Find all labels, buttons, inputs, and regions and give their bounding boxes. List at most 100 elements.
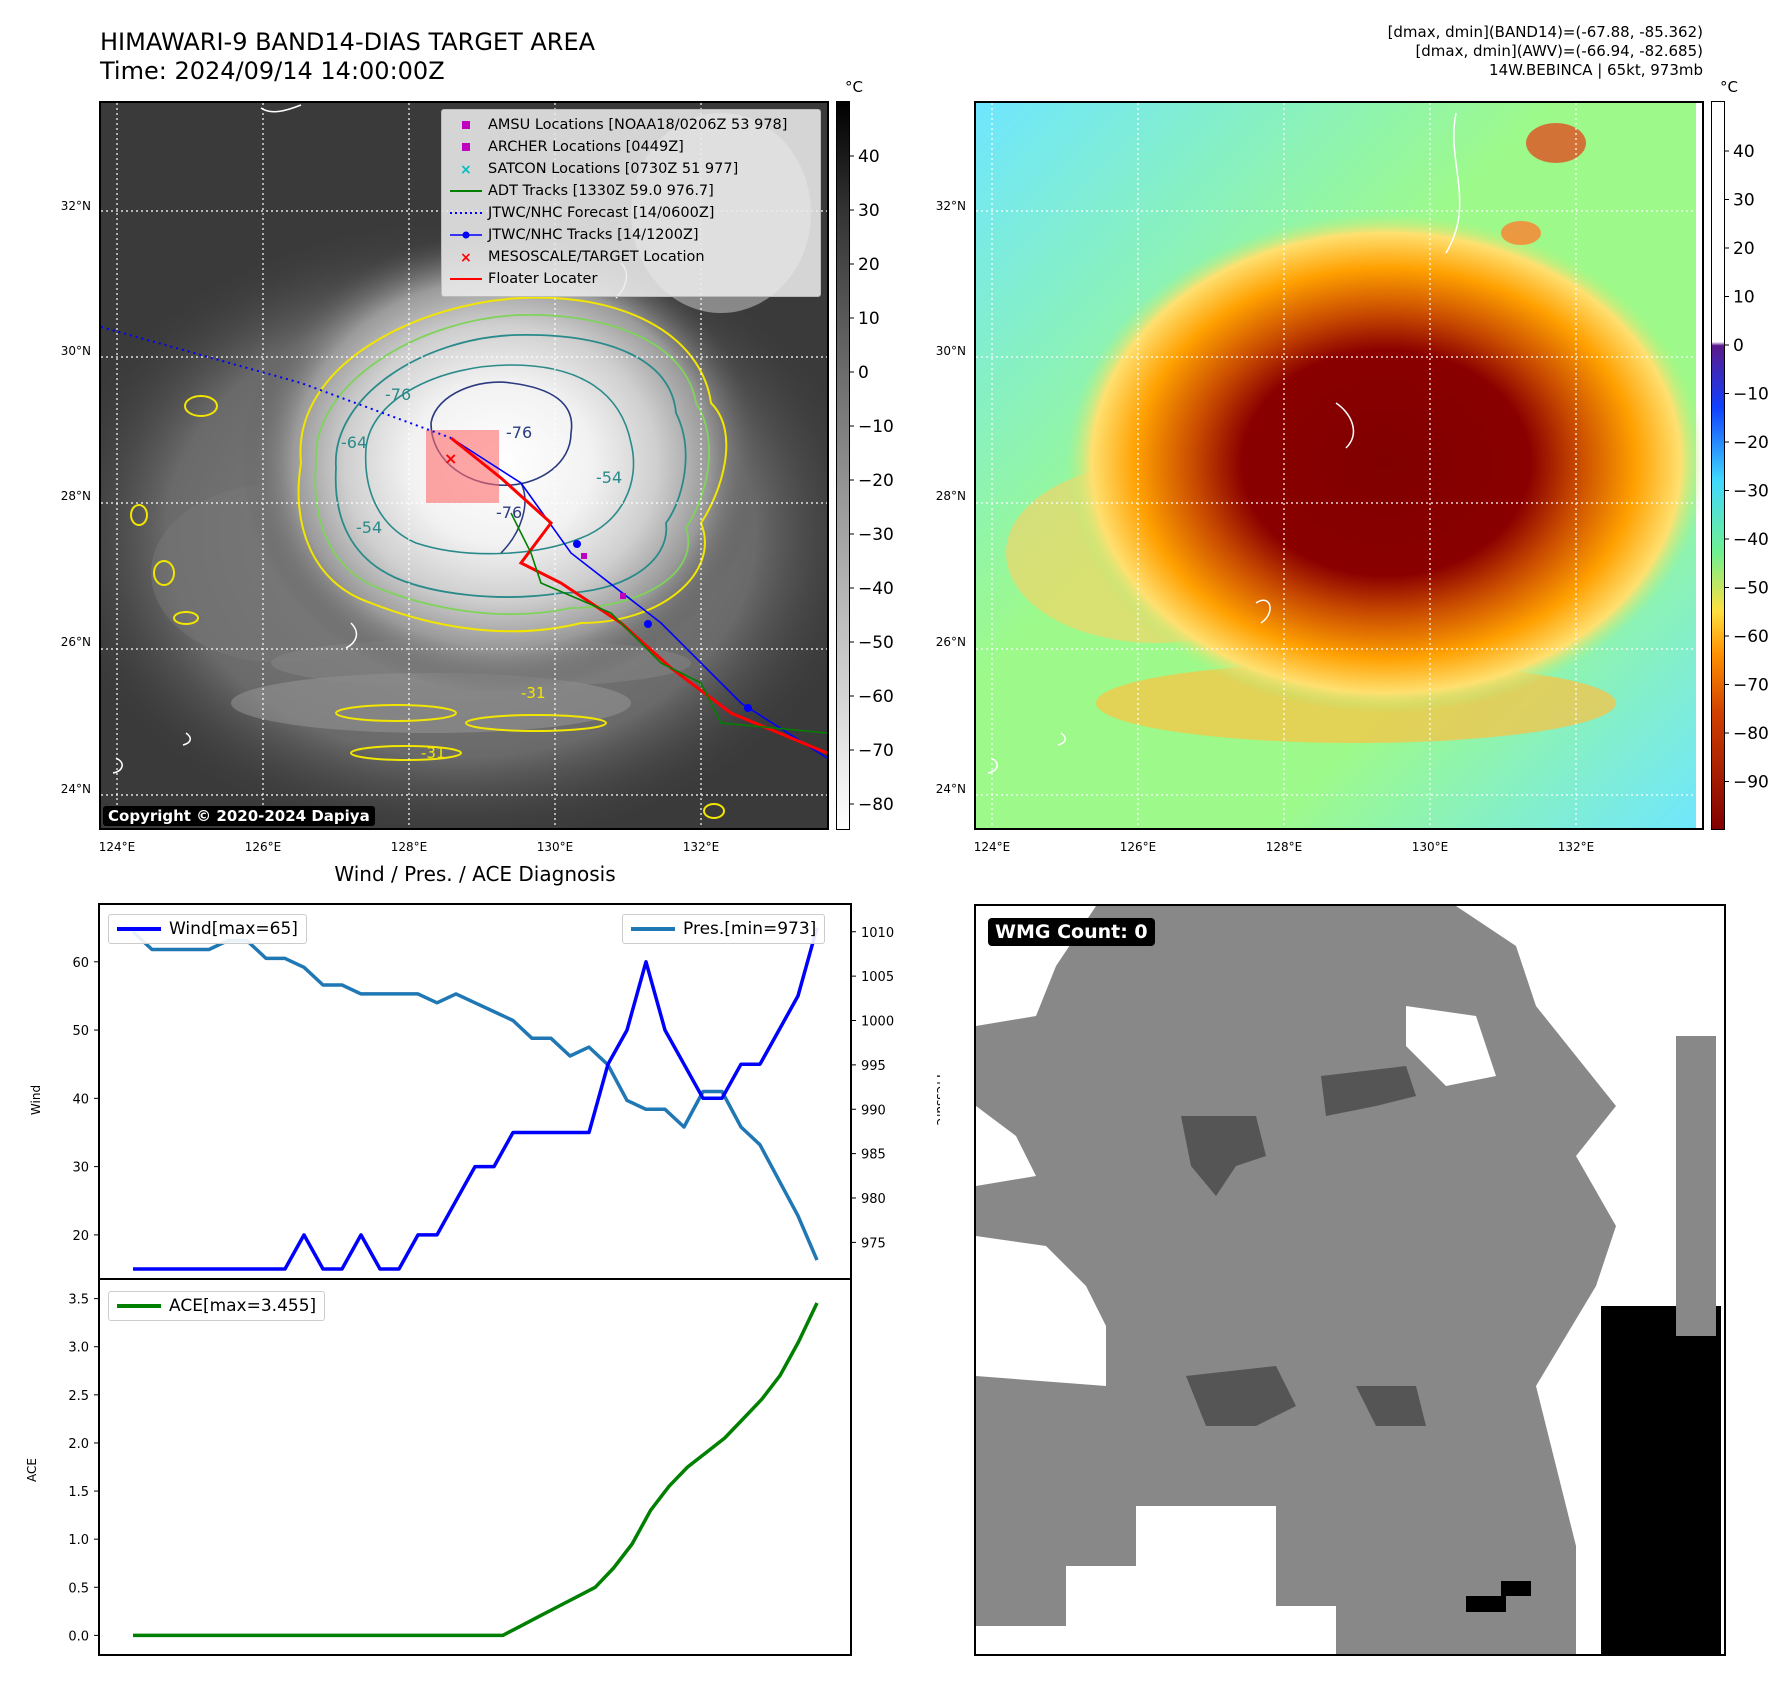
legend-swatch — [462, 121, 470, 129]
awv-colorbar — [1711, 101, 1725, 830]
coastline — [182, 732, 191, 746]
wind-tick-label: 60 — [72, 956, 89, 971]
ace-tick-label: 1.0 — [68, 1533, 89, 1548]
contour-label: -31 — [521, 684, 546, 702]
contour-label: -64 — [341, 433, 367, 452]
colorbar-tick-label: −80 — [1733, 724, 1769, 744]
awv-storm — [1066, 213, 1702, 713]
contour-blob — [184, 395, 218, 417]
contour-teal — [334, 334, 687, 598]
colorbar-tick-label: −90 — [1733, 773, 1769, 793]
wmg-hole — [1406, 1006, 1496, 1086]
contour-label: -31 — [421, 744, 446, 762]
wmg-region-black — [1501, 1581, 1531, 1596]
awv-cell — [1501, 221, 1541, 245]
ace-axis-label: ACE — [25, 1458, 39, 1482]
ir-colorbar-ticks: 40 30 20 10 0 −10 −20 −30 −40 −50 −60 −70 −80 — [850, 147, 894, 815]
lat-label: 26°N — [61, 635, 91, 649]
wmg-region-dark — [1356, 1386, 1426, 1426]
coastline — [1335, 402, 1355, 449]
colorbar-tick-label: 20 — [1733, 239, 1755, 259]
colorbar-tick-label: −70 — [1733, 676, 1769, 696]
colorbar-tick-label: −80 — [858, 795, 894, 815]
awv-map-svg — [976, 103, 1702, 828]
lat-label: 32°N — [61, 199, 91, 213]
legend-entry: JTWC/NHC Forecast [14/0600Z] — [442, 202, 820, 224]
colorbar-tick-label: −50 — [858, 633, 894, 653]
pressure-tick-label: 1010 — [861, 926, 894, 941]
jtwc-point — [573, 540, 581, 548]
pressure-axis-label: Pressure — [934, 1074, 940, 1125]
ir-map-panel: × -76 -76 -76 -64 -54 -54 -31 -31 AMSU L… — [99, 101, 829, 830]
awv-colorbar-unit: °C — [1720, 78, 1738, 96]
legend-label: MESOSCALE/TARGET Location — [488, 249, 705, 265]
contour-label: -76 — [496, 503, 522, 522]
target-x: × — [444, 449, 457, 468]
contour-band — [465, 714, 607, 732]
jtwc-track — [450, 437, 827, 759]
ace-legend: ACE[max=3.455] — [108, 1291, 326, 1321]
lon-label: 132°E — [1558, 840, 1595, 854]
wmg-count-badge: WMG Count: 0 — [988, 918, 1155, 946]
colorbar-tick-label: −40 — [1733, 530, 1769, 550]
lat-label: 30°N — [936, 344, 966, 358]
wmg-region-dark — [1186, 1366, 1296, 1426]
colorbar-tick-label: −70 — [858, 741, 894, 761]
contour-label: -54 — [356, 518, 382, 537]
coastline — [987, 757, 998, 774]
archer-marker — [620, 593, 626, 599]
ace-series-line — [133, 1302, 819, 1638]
ir-colorbar-unit: °C — [845, 78, 863, 96]
colorbar-tick-label: −60 — [858, 687, 894, 707]
ace-tick-label: 3.5 — [68, 1293, 89, 1308]
legend-swatch — [462, 143, 470, 151]
ace-tick-label: 3.0 — [68, 1341, 89, 1356]
jtwc-point — [744, 704, 752, 712]
lat-label: 24°N — [61, 782, 91, 796]
legend-label: ARCHER Locations [0449Z] — [488, 139, 684, 155]
wind-tick-label: 50 — [72, 1024, 89, 1039]
ace-axes — [98, 1278, 852, 1656]
diagnosis-title: Wind / Pres. / ACE Diagnosis — [334, 862, 616, 886]
contour-band — [350, 745, 462, 761]
ir-colorbar — [836, 101, 850, 830]
floater-track — [450, 436, 827, 755]
wind-legend-swatch — [117, 927, 161, 931]
copyright-label: Copyright © 2020-2024 Dapiya — [103, 806, 375, 826]
contour-blob — [703, 803, 725, 819]
colorbar-tick-label: −50 — [1733, 579, 1769, 599]
colorbar-tick-label: 30 — [1733, 191, 1755, 211]
colorbar-tick-label: 30 — [858, 201, 880, 221]
contour-band — [335, 704, 457, 722]
legend-swatch: × — [460, 250, 472, 266]
info-line-2: [dmax, dmin](AWV)=(-66.94, -82.685) — [1415, 42, 1703, 60]
pressure-tick-label: 995 — [861, 1059, 886, 1074]
colorbar-tick-label: 40 — [1733, 142, 1755, 162]
awv-cell — [1526, 123, 1586, 163]
legend-label: Floater Locater — [488, 271, 598, 287]
pressure-legend-label: Pres.[min=973] — [683, 919, 817, 939]
ace-tick-label: 0.5 — [68, 1581, 89, 1596]
lon-label: 128°E — [1266, 840, 1303, 854]
colorbar-tick-label: −60 — [1733, 627, 1769, 647]
coastline — [1445, 112, 1461, 254]
wmg-region-dark — [1321, 1066, 1416, 1116]
map-gridlines — [976, 103, 1702, 828]
legend-label: JTWC/NHC Forecast [14/0600Z] — [488, 205, 715, 221]
lon-label: 130°E — [537, 840, 574, 854]
diagnosis-chart: 20 30 40 50 60 975 980 985 990 995 1000 1005 1010 0.0… — [25, 903, 940, 1656]
map-axis-labels: 32°N 30°N 28°N 26°N 24°N 124°E 126°E 128°E 130°E… — [61, 199, 1595, 854]
wmg-region-black — [1466, 1596, 1506, 1612]
wmg-hole — [976, 1106, 1036, 1186]
coastline — [1255, 599, 1271, 624]
wind-series-line — [133, 927, 819, 1271]
legend-swatch — [450, 278, 482, 280]
colorbar-tick-label: −30 — [1733, 482, 1769, 502]
pressure-legend-swatch — [631, 927, 675, 931]
wind-tick-label: 40 — [72, 1092, 89, 1107]
wmg-region-dark — [1181, 1116, 1266, 1196]
amsu-marker — [581, 553, 587, 559]
contour-navy-2 — [500, 482, 526, 554]
lon-label: 130°E — [1412, 840, 1449, 854]
wind-axis-label: Wind — [29, 1085, 43, 1115]
